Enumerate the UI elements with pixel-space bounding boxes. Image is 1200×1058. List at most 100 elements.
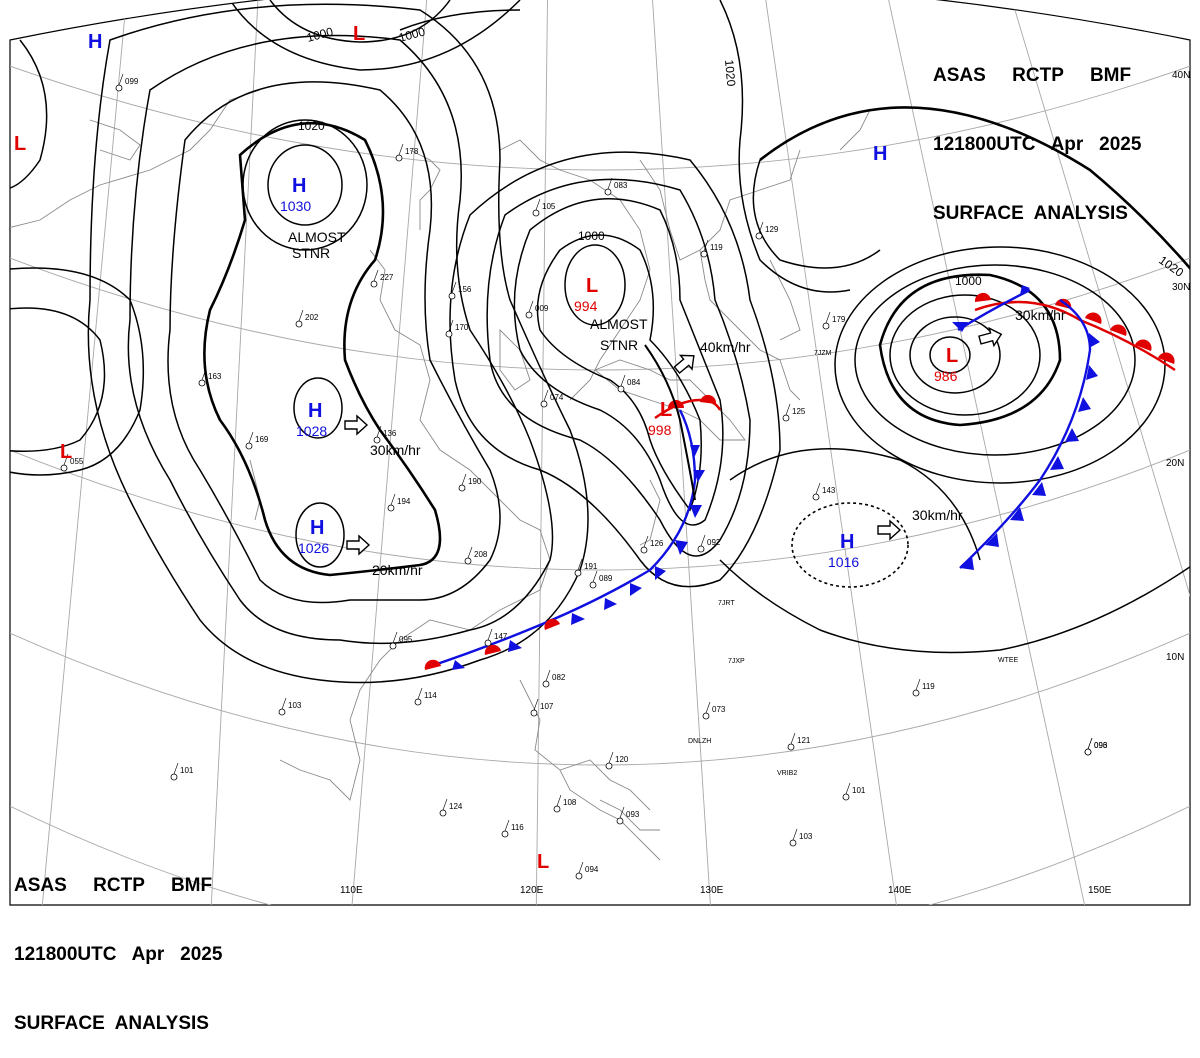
station-pressure-value: 178	[405, 147, 419, 156]
central-pressure-label: 986	[934, 368, 958, 384]
stationary-annotation: ALMOST	[288, 229, 346, 245]
station-plot: 208	[464, 546, 488, 565]
central-pressure-label: 998	[648, 422, 672, 438]
station-pressure-value: 163	[208, 372, 222, 381]
station-pressure-value: 093	[1094, 741, 1108, 750]
station-plot: 194	[387, 493, 411, 512]
weather-map-frame: 099 178 156 227 202 163 169 055 170 083 105 009 119 1…	[9, 0, 1191, 906]
low-pressure-symbol: L	[537, 851, 549, 873]
high-pressure-symbol: H	[840, 531, 854, 553]
station-plot: 124	[439, 798, 463, 817]
station-plot: 093	[616, 806, 640, 825]
header-title-line: ASAS RCTP BMF	[933, 65, 1132, 86]
longitude-label: 140E	[888, 885, 912, 896]
high-1016-isobar-dotted	[791, 502, 909, 588]
high-pressure-symbol: H	[310, 517, 324, 539]
header-time-line: 121800UTC Apr 2025	[933, 134, 1142, 155]
station-plot: 163	[198, 368, 222, 387]
longitude-label: 110E	[340, 885, 363, 896]
station-pressure-value: 191	[584, 562, 598, 571]
low-pressure-symbol: L	[14, 133, 26, 155]
station-pressure-value: 009	[535, 304, 549, 313]
station-plot: 101	[842, 782, 866, 801]
motion-arrow	[346, 534, 371, 556]
station-plot: 107	[530, 698, 554, 717]
central-pressure-label: 1030	[280, 198, 311, 214]
central-pressure-label: 994	[574, 298, 598, 314]
station-plot: 073	[702, 701, 726, 720]
isobar-value-label: 1020	[722, 59, 738, 87]
longitude-labels: 110E 120E 130E 140E 150E	[340, 885, 1112, 896]
station-plot: 190	[458, 473, 482, 492]
station-plot: 092	[697, 534, 721, 553]
station-plot: 156	[448, 281, 472, 300]
longitude-label: 130E	[700, 885, 724, 896]
low-pressure-symbol: L	[586, 275, 598, 297]
station-pressure-value: 169	[255, 435, 269, 444]
station-plot: 082	[542, 669, 566, 688]
station-plot: 083	[604, 177, 628, 196]
central-pressure-label: 1028	[296, 423, 327, 439]
station-plot: 179	[822, 311, 846, 330]
station-plot: 170	[445, 319, 469, 338]
station-pressure-value: 170	[455, 323, 469, 332]
station-pressure-value: 120	[615, 755, 629, 764]
motion-speed-label: 20km/hr	[372, 562, 423, 578]
isobar-value-label: 1020	[298, 119, 325, 133]
station-pressure-value: 092	[707, 538, 721, 547]
ship-callsign: 7JZM	[814, 350, 832, 357]
station-plot: 129	[755, 221, 779, 240]
station-pressure-value: 202	[305, 313, 319, 322]
station-pressure-value: 101	[180, 766, 194, 775]
station-pressure-value: 129	[765, 225, 779, 234]
ship-callsign: 7JRT	[718, 600, 735, 607]
longitude-label: 120E	[520, 885, 544, 896]
isobar-value-label: 1000	[955, 274, 982, 288]
motion-speed-label: 30km/hr	[370, 442, 421, 458]
station-pressure-value: 194	[397, 497, 411, 506]
station-plot: 095	[389, 631, 413, 650]
station-plot: 116	[501, 819, 524, 838]
station-pressure-value: 126	[650, 539, 664, 548]
station-plot: 089	[589, 570, 613, 589]
station-pressure-value: 147	[494, 632, 508, 641]
station-pressure-value: 114	[424, 691, 437, 700]
motion-speed-label: 30km/hr	[1015, 307, 1066, 323]
station-plot: 108	[553, 794, 577, 813]
low-pressure-symbol: L	[353, 23, 365, 45]
isobar-value-label: 1000	[305, 24, 335, 45]
station-pressure-value: 125	[792, 407, 806, 416]
isobar-value-label: 1020	[1156, 253, 1186, 280]
header-product-line: SURFACE ANALYSIS	[933, 203, 1128, 224]
ship-callsign: WTEE	[998, 657, 1019, 664]
high-pressure-symbol: H	[88, 31, 102, 53]
coastlines	[10, 89, 871, 861]
station-pressure-value: 103	[288, 701, 302, 710]
station-pressure-value: 101	[852, 786, 866, 795]
station-plot: 105	[532, 198, 556, 217]
longitude-label: 150E	[1088, 885, 1112, 896]
header-title-line: ASAS RCTP BMF	[14, 875, 213, 896]
station-plot: 147	[484, 628, 508, 647]
station-plot: 126	[640, 535, 664, 554]
station-pressure-value: 055	[70, 457, 84, 466]
ship-callsign: VRIB2	[777, 770, 797, 777]
low-pressure-symbol: L	[660, 399, 672, 421]
latitude-label: 10N	[1166, 652, 1184, 663]
station-plot: 120	[605, 751, 629, 770]
station-pressure-value: 099	[125, 77, 139, 86]
isobars	[10, 0, 1190, 684]
high-pressure-symbol: H	[873, 143, 887, 165]
station-pressure-value: 107	[540, 702, 554, 711]
latitude-labels: 40N 30N 20N 10N	[1166, 70, 1190, 663]
map-border	[9, 0, 1191, 906]
station-plot: 136	[373, 425, 397, 444]
station-pressure-value: 143	[822, 486, 836, 495]
station-plots: 099 178 156 227 202 163 169 055 170 083 105 009 119 1…	[60, 73, 1108, 880]
station-pressure-value: 073	[712, 705, 726, 714]
station-pressure-value: 208	[474, 550, 488, 559]
station-pressure-value: 119	[710, 243, 723, 252]
motion-vectors: 30km/hr 20km/hr 40km/hr 30km/hr 30km/hr	[344, 307, 1066, 578]
station-plot: 094	[575, 861, 599, 880]
station-plot: 227	[370, 269, 394, 288]
